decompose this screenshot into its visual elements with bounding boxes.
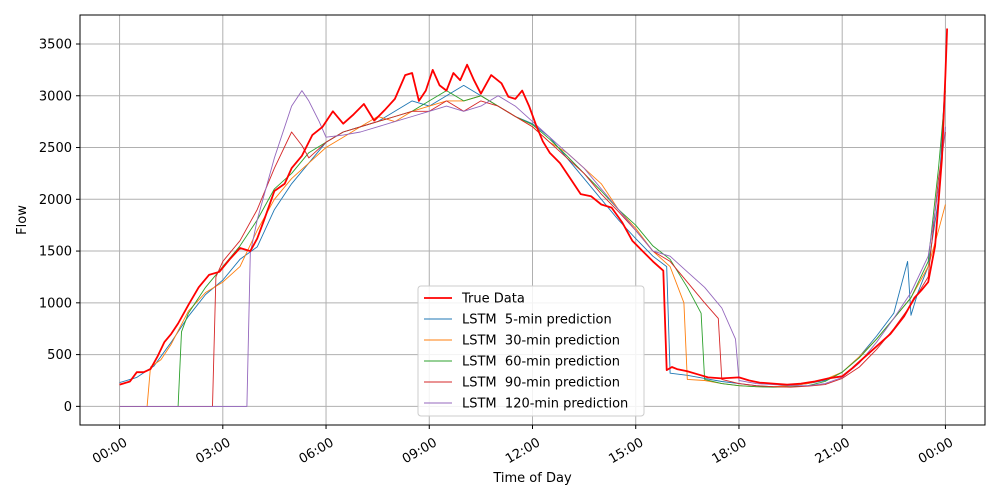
series-line-lstm-90-min-prediction [119, 100, 946, 407]
x-tick-label: 21:00 [813, 435, 853, 467]
x-tick-label: 18:00 [710, 435, 750, 467]
y-tick-label: 3500 [39, 37, 72, 52]
x-tick-label: 00:00 [90, 435, 130, 467]
x-tick-label: 00:00 [916, 435, 956, 467]
x-tick-label: 03:00 [193, 435, 233, 467]
series-line-true-data [119, 28, 948, 386]
legend-label-lstm-90-min-prediction: LSTM 90-min prediction [462, 376, 620, 391]
x-axis-label: Time of Day [492, 471, 572, 486]
legend-label-lstm-30-min-prediction: LSTM 30-min prediction [462, 334, 620, 349]
legend-label-lstm-60-min-prediction: LSTM 60-min prediction [462, 355, 620, 370]
x-tick-label: 09:00 [400, 435, 440, 467]
legend: True Data LSTM 5-min prediction LSTM 30-mi… [417, 285, 645, 417]
x-tick-label: 15:00 [606, 435, 646, 467]
legend-label-lstm-5-min-prediction: LSTM 5-min prediction [462, 313, 612, 328]
series-line-lstm-120-min-prediction [119, 90, 946, 407]
legend-box [417, 285, 645, 417]
y-tick-label: 500 [47, 348, 72, 363]
legend-label-true-data: True Data [461, 292, 525, 307]
x-tick-label: 12:00 [503, 435, 543, 467]
y-tick-label: 0 [64, 400, 72, 415]
y-tick-label: 3000 [39, 89, 72, 104]
y-tick-label: 2000 [39, 193, 72, 208]
y-axis-label: Flow [15, 205, 30, 235]
y-tick-label: 1500 [39, 245, 72, 260]
grid-lines [80, 15, 985, 425]
series-lines [119, 28, 948, 407]
y-tick-label: 1000 [39, 296, 72, 311]
series-line-lstm-60-min-prediction [119, 90, 946, 407]
y-tick-label: 2500 [39, 141, 72, 156]
x-tick-label: 06:00 [297, 435, 337, 467]
legend-label-lstm-120-min-prediction: LSTM 120-min prediction [462, 397, 628, 412]
